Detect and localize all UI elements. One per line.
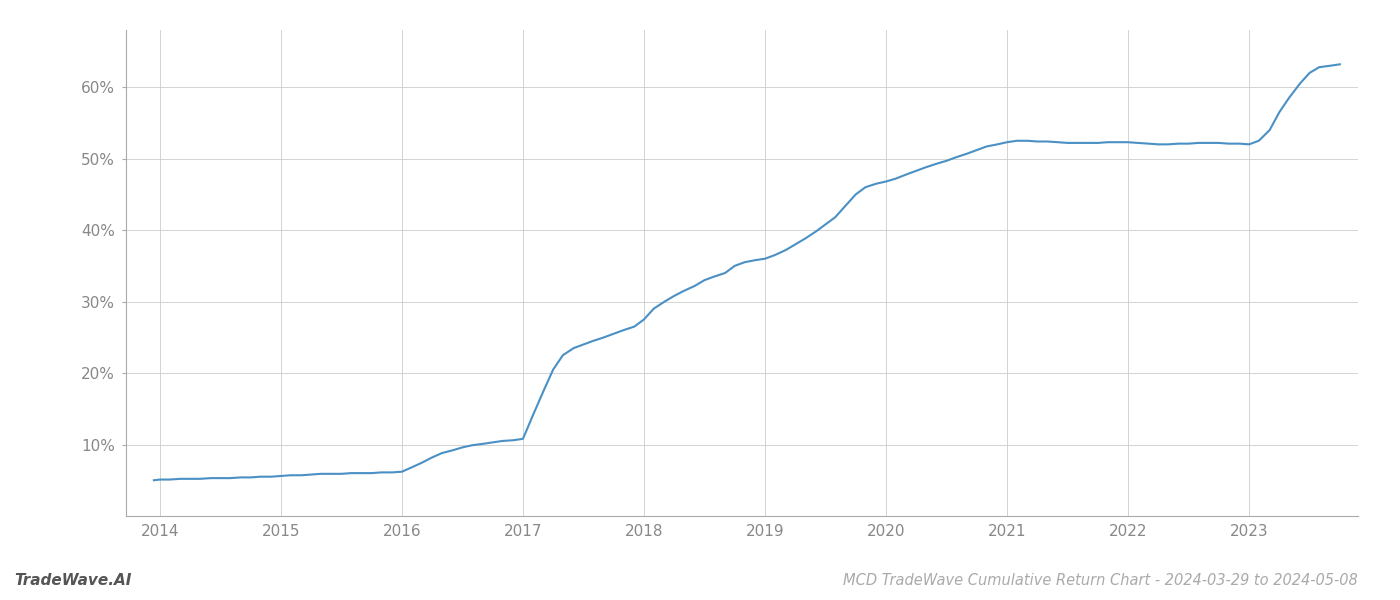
Text: MCD TradeWave Cumulative Return Chart - 2024-03-29 to 2024-05-08: MCD TradeWave Cumulative Return Chart - …	[843, 573, 1358, 588]
Text: TradeWave.AI: TradeWave.AI	[14, 573, 132, 588]
